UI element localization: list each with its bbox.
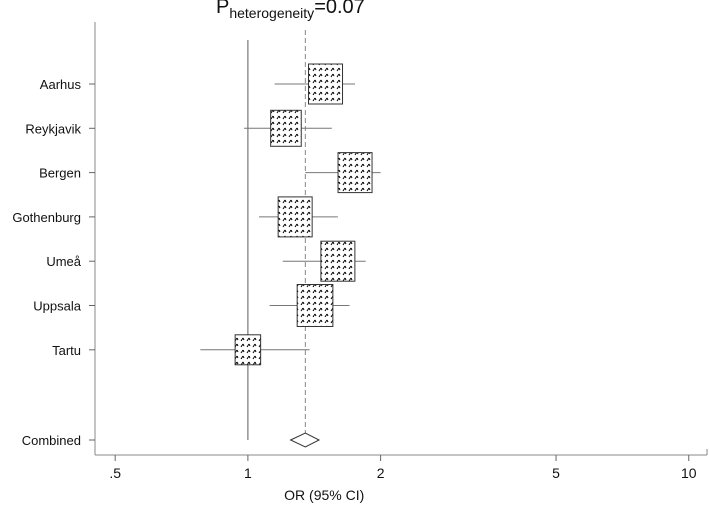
x-tick-label: 5 <box>552 465 560 481</box>
study-label: Aarhus <box>40 77 82 92</box>
x-tick-label: .5 <box>109 465 121 481</box>
x-tick-label: 10 <box>681 465 697 481</box>
study-box <box>320 240 356 282</box>
x-axis-label: OR (95% CI) <box>284 487 364 503</box>
study-box <box>270 109 302 147</box>
study-label: Uppsala <box>33 299 81 314</box>
combined-label: Combined <box>22 433 81 448</box>
study-box <box>277 196 313 238</box>
x-tick-label: 1 <box>244 465 252 481</box>
study-box <box>337 152 373 194</box>
study-label: Bergen <box>39 166 81 181</box>
combined-diamond <box>289 432 321 448</box>
study-label: Gothenburg <box>12 210 81 225</box>
study-box <box>296 284 334 327</box>
study-box <box>234 334 262 366</box>
study-label: Reykjavik <box>25 121 81 136</box>
x-tick-label: 2 <box>377 465 385 481</box>
study-label: Umeå <box>46 254 81 269</box>
chart-title: Pheterogeneity=0.07 <box>216 0 365 21</box>
study-label: Tartu <box>52 343 81 358</box>
study-box <box>308 63 344 105</box>
